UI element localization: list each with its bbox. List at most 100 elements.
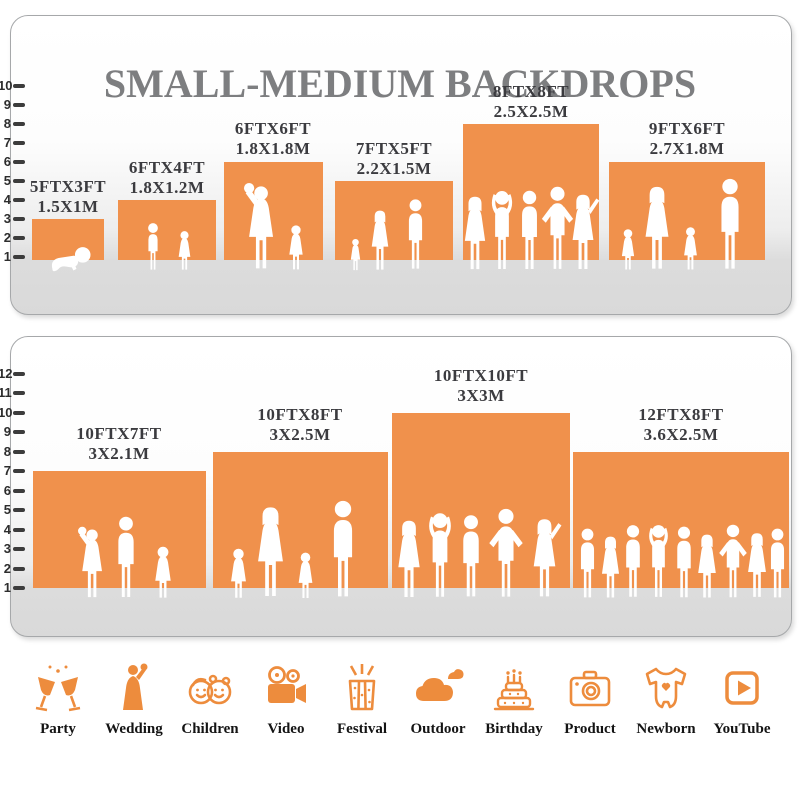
man-silhouette — [763, 528, 792, 600]
category-label: Wedding — [105, 721, 163, 737]
ruler-tick-1: 1 — [0, 250, 25, 263]
tick-dash — [13, 508, 25, 512]
girl-silhouette — [174, 230, 195, 272]
ruler-tick-8: 8 — [0, 445, 25, 458]
ruler-tick-7: 7 — [0, 136, 25, 149]
crawling-baby-silhouette — [46, 244, 93, 272]
ruler-tick-4: 4 — [0, 193, 25, 206]
girl-silhouette — [617, 228, 639, 272]
category-label: Newborn — [636, 721, 696, 737]
ruler-tick-3: 3 — [0, 212, 25, 225]
woman-silhouette — [251, 506, 290, 600]
mother-holding-baby-silhouette — [238, 182, 279, 272]
girl-silhouette — [225, 548, 252, 600]
category-label: Outdoor — [410, 721, 466, 737]
backdrop-size-label: 10FTX10FT 3X3M — [433, 366, 529, 405]
ruler-tick-1: 1 — [0, 581, 25, 594]
ruler-tick-12: 12 — [0, 367, 25, 380]
tick-dash — [13, 179, 25, 183]
ruler-tick-2: 2 — [0, 231, 25, 244]
category-strip: Party Wedding — [22, 662, 778, 738]
man-silhouette — [711, 178, 749, 272]
category-label: Birthday — [485, 721, 543, 737]
category-video: Video — [250, 662, 322, 738]
ruler-tick-5: 5 — [0, 174, 25, 187]
tick-dash — [13, 372, 25, 376]
page-title: SMALL-MEDIUM BACKDROPS — [103, 60, 697, 106]
video-icon — [268, 666, 306, 703]
tick-dash — [13, 141, 25, 145]
category-festival: Festival — [326, 662, 398, 738]
girl-silhouette — [284, 224, 308, 272]
party-icon — [35, 665, 81, 712]
category-birthday: Birthday — [478, 662, 550, 738]
category-outdoor: Outdoor — [402, 662, 474, 738]
tick-dash — [13, 528, 25, 532]
backdrop-9ftx6ft — [609, 162, 765, 260]
backdrop-6ftx6ft — [224, 162, 323, 260]
woman-arm-up-silhouette — [565, 194, 601, 272]
category-party: Party — [22, 662, 94, 738]
festival-icon — [348, 664, 376, 711]
backdrop-10ftx7ft — [33, 471, 206, 588]
ruler-tick-11: 11 — [0, 386, 25, 399]
category-label: Product — [564, 721, 616, 737]
tick-dash — [13, 430, 25, 434]
backdrop-size-label: 5FTX3FT 1.5X1M — [29, 177, 107, 216]
ruler-tick-8: 8 — [0, 117, 25, 130]
man-silhouette — [323, 500, 363, 600]
tick-dash — [13, 255, 25, 259]
children-icon — [188, 674, 232, 705]
backdrop-8ftx8ft — [463, 124, 599, 260]
backdrop-size-label: 10FTX7FT 3X2.1M — [76, 424, 162, 463]
ruler-tick-9: 9 — [0, 425, 25, 438]
woman-arm-up-silhouette — [526, 518, 563, 600]
category-label: Party — [40, 721, 76, 737]
tick-dash — [13, 489, 25, 493]
backdrop-size-label: 12FTX8FT 3.6X2.5M — [638, 405, 724, 444]
ruler-tick-10: 10 — [0, 79, 25, 92]
tick-dash — [13, 217, 25, 221]
backdrop-size-label: 7FTX5FT 2.2X1.5M — [355, 139, 433, 178]
boy-silhouette — [142, 222, 164, 272]
tick-dash — [13, 547, 25, 551]
woman-silhouette — [639, 186, 675, 272]
category-label: Festival — [337, 721, 387, 737]
backdrop-size-label: 10FTX8FT 3X2.5M — [257, 405, 343, 444]
backdrop-5ftx3ft — [32, 219, 104, 260]
category-youtube: YouTube — [706, 662, 778, 738]
tick-dash — [13, 450, 25, 454]
ruler-tick-6: 6 — [0, 484, 25, 497]
category-label: Video — [267, 721, 305, 737]
girl-silhouette — [293, 552, 318, 600]
category-newborn: Newborn — [630, 662, 702, 738]
category-label: YouTube — [713, 721, 771, 737]
ruler-tick-5: 5 — [0, 503, 25, 516]
girl-silhouette — [149, 546, 177, 600]
category-children: Children — [174, 662, 246, 738]
backdrop-size-label: 9FTX6FT 2.7X1.8M — [648, 119, 726, 158]
ruler-tick-3: 3 — [0, 542, 25, 555]
product-icon — [569, 670, 611, 707]
birthday-icon — [493, 669, 535, 711]
backdrop-6ftx4ft — [118, 200, 216, 260]
backdrop-7ftx5ft — [335, 181, 453, 260]
toddler-silhouette — [347, 238, 364, 272]
tick-dash — [13, 103, 25, 107]
category-product: Product — [554, 662, 626, 738]
tick-dash — [13, 567, 25, 571]
backdrop-size-label: 8FTX8FT 2.5X2.5M — [492, 82, 570, 121]
man-silhouette — [454, 514, 488, 600]
backdrop-10ftx8ft — [213, 452, 388, 588]
man-silhouette — [401, 198, 430, 272]
ruler-tick-10: 10 — [0, 406, 25, 419]
tick-dash — [13, 198, 25, 202]
ruler-tick-2: 2 — [0, 562, 25, 575]
category-label: Children — [181, 721, 239, 737]
ruler-tick-7: 7 — [0, 464, 25, 477]
ruler-tick-6: 6 — [0, 155, 25, 168]
tick-dash — [13, 84, 25, 88]
mother-holding-baby-silhouette — [73, 526, 107, 600]
outdoor-icon — [416, 669, 464, 701]
